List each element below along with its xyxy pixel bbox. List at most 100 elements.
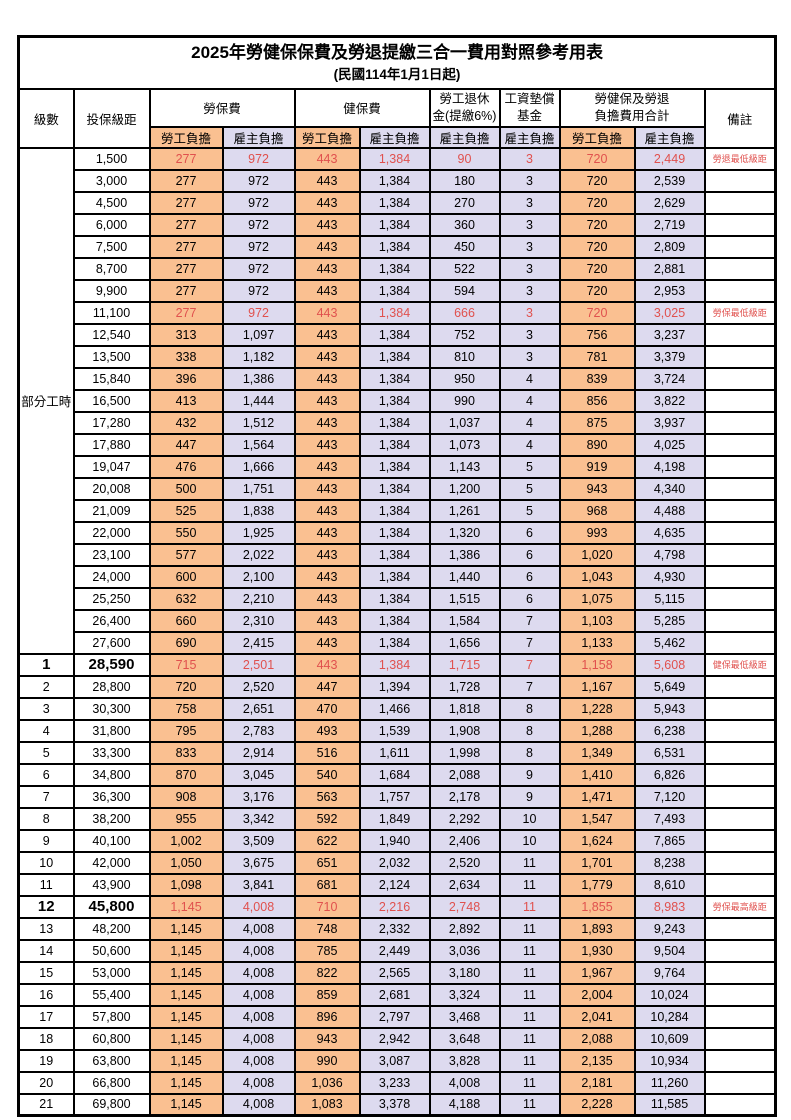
health-employer-cell: 1,394 [358, 674, 431, 699]
labor-employer-cell: 4,008 [221, 894, 296, 919]
labor-employer-cell: 2,100 [221, 564, 296, 589]
total-worker-cell: 1,967 [558, 960, 636, 985]
labor-employer-cell: 972 [221, 190, 296, 215]
column-header-wage-fund: 工資墊償 基金 [498, 87, 561, 128]
remark-cell [703, 256, 777, 281]
total-worker-cell: 890 [558, 432, 636, 457]
salary-cell: 45,800 [72, 894, 151, 919]
health-employer-cell: 3,233 [358, 1070, 431, 1095]
salary-cell: 6,000 [72, 212, 151, 237]
total-employer-cell: 10,024 [633, 982, 706, 1007]
salary-cell: 25,250 [72, 586, 151, 611]
salary-cell: 30,300 [72, 696, 151, 721]
labor-employer-cell: 972 [221, 168, 296, 193]
labor-employer-cell: 3,342 [221, 806, 296, 831]
level-cell: 12 [17, 894, 75, 919]
health-worker-cell: 443 [293, 630, 361, 655]
remark-cell: 勞保最低級距 [703, 300, 777, 325]
health-employer-cell: 1,384 [358, 366, 431, 391]
table-row: 6 34,800 870 3,045 540 1,684 2,088 9 1,410 6,826 [17, 762, 777, 787]
health-worker-cell: 710 [293, 894, 361, 919]
remark-cell: 勞保最高級距 [703, 894, 777, 919]
health-employer-cell: 2,032 [358, 850, 431, 875]
salary-cell: 34,800 [72, 762, 151, 787]
health-worker-cell: 470 [293, 696, 361, 721]
remark-cell [703, 388, 777, 413]
remark-cell [703, 1004, 777, 1029]
total-header-line2: 負擔費用合計 [594, 108, 670, 123]
pension-employer-cell: 2,178 [428, 784, 501, 809]
level-cell: 18 [17, 1026, 75, 1051]
health-employer-cell: 2,681 [358, 982, 431, 1007]
labor-worker-cell: 1,145 [148, 1092, 224, 1117]
total-worker-cell: 720 [558, 300, 636, 325]
pension-employer-cell: 2,892 [428, 916, 501, 941]
salary-cell: 17,280 [72, 410, 151, 435]
total-worker-cell: 1,624 [558, 828, 636, 853]
pension-employer-cell: 2,748 [428, 894, 501, 919]
salary-cell: 7,500 [72, 234, 151, 259]
level-cell: 8 [17, 806, 75, 831]
health-employer-cell: 2,565 [358, 960, 431, 985]
fund-employer-cell: 3 [498, 234, 561, 259]
health-worker-cell: 443 [293, 256, 361, 281]
health-employer-cell: 1,940 [358, 828, 431, 853]
total-worker-cell: 720 [558, 190, 636, 215]
total-employer-cell: 2,539 [633, 168, 706, 193]
health-worker-cell: 943 [293, 1026, 361, 1051]
fund-employer-cell: 11 [498, 1070, 561, 1095]
labor-employer-cell: 1,182 [221, 344, 296, 369]
table-row: 24,000 600 2,100 443 1,384 1,440 6 1,043 4,930 [19, 564, 777, 589]
remark-cell [703, 740, 777, 765]
total-worker-cell: 1,103 [558, 608, 636, 633]
pension-employer-cell: 1,818 [428, 696, 501, 721]
remark-cell [703, 828, 777, 853]
salary-cell: 66,800 [72, 1070, 151, 1095]
fund-employer-cell: 11 [498, 960, 561, 985]
pension-employer-cell: 990 [428, 388, 501, 413]
table-row: 11,100 277 972 443 1,384 666 3 720 3,025 勞保最低級距 [19, 300, 777, 325]
labor-worker-cell: 577 [148, 542, 224, 567]
subheader-health-employer: 雇主負擔 [358, 125, 431, 149]
labor-worker-cell: 277 [148, 278, 224, 303]
labor-worker-cell: 720 [148, 674, 224, 699]
remark-cell [703, 234, 777, 259]
pension-employer-cell: 180 [428, 168, 501, 193]
labor-worker-cell: 476 [148, 454, 224, 479]
pension-employer-cell: 666 [428, 300, 501, 325]
fund-employer-cell: 11 [498, 916, 561, 941]
pension-employer-cell: 1,200 [428, 476, 501, 501]
health-employer-cell: 1,384 [358, 256, 431, 281]
salary-cell: 28,590 [72, 652, 151, 677]
labor-worker-cell: 1,145 [148, 1026, 224, 1051]
level-cell: 9 [17, 828, 75, 853]
remark-cell [703, 784, 777, 809]
health-employer-cell: 1,384 [358, 542, 431, 567]
total-worker-cell: 839 [558, 366, 636, 391]
salary-cell: 9,900 [72, 278, 151, 303]
pension-employer-cell: 1,037 [428, 410, 501, 435]
fund-employer-cell: 5 [498, 454, 561, 479]
total-employer-cell: 6,531 [633, 740, 706, 765]
remark-cell [703, 542, 777, 567]
table-row: 19 63,800 1,145 4,008 990 3,087 3,828 11 2,135 10… [17, 1048, 777, 1073]
labor-worker-cell: 413 [148, 388, 224, 413]
labor-employer-cell: 972 [221, 256, 296, 281]
health-worker-cell: 1,083 [293, 1092, 361, 1117]
total-employer-cell: 5,943 [633, 696, 706, 721]
pension-employer-cell: 1,584 [428, 608, 501, 633]
salary-cell: 57,800 [72, 1004, 151, 1029]
health-worker-cell: 443 [293, 190, 361, 215]
salary-cell: 16,500 [72, 388, 151, 413]
labor-worker-cell: 1,145 [148, 960, 224, 985]
health-employer-cell: 1,384 [358, 564, 431, 589]
labor-worker-cell: 338 [148, 344, 224, 369]
table-row: 14 50,600 1,145 4,008 785 2,449 3,036 11 1,930 9,… [17, 938, 777, 963]
health-worker-cell: 681 [293, 872, 361, 897]
labor-worker-cell: 525 [148, 498, 224, 523]
health-employer-cell: 2,124 [358, 872, 431, 897]
total-worker-cell: 968 [558, 498, 636, 523]
table-row: 5 33,300 833 2,914 516 1,611 1,998 8 1,349 6,531 [17, 740, 777, 765]
pension-employer-cell: 3,180 [428, 960, 501, 985]
labor-employer-cell: 2,501 [221, 652, 296, 677]
